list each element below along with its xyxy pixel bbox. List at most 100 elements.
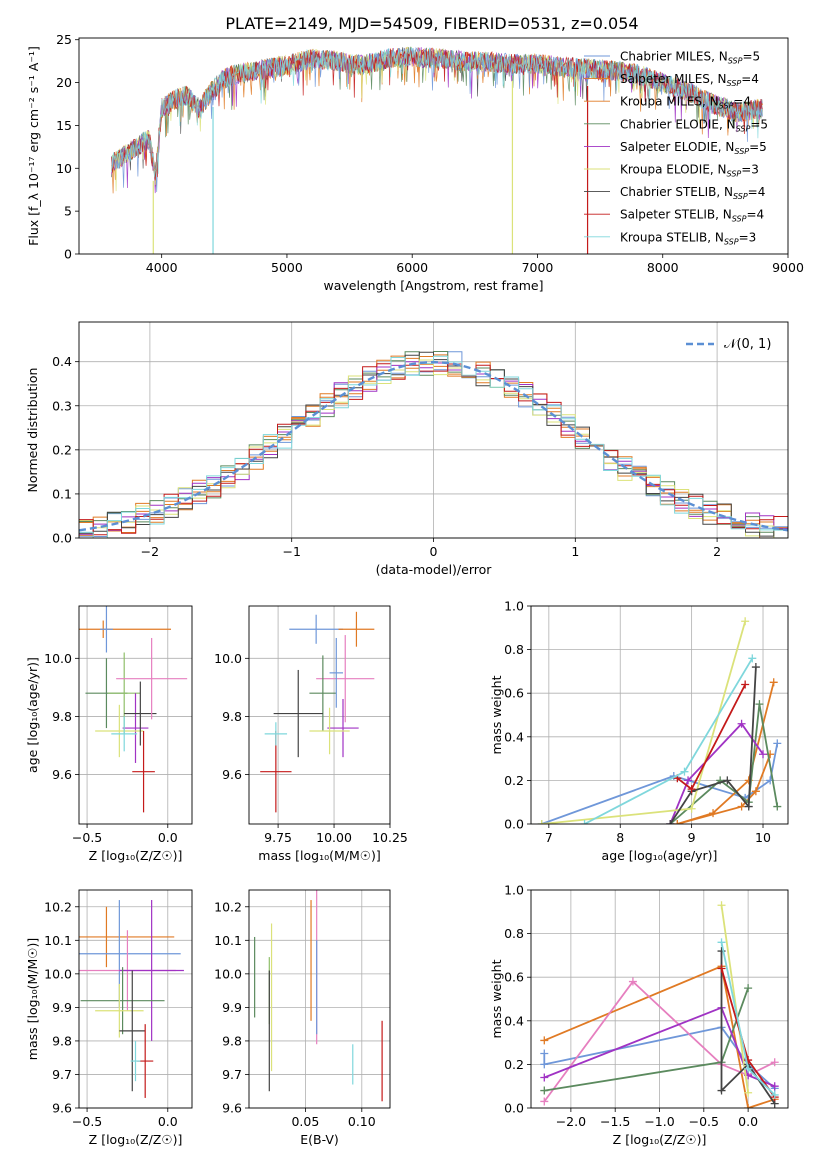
series-line — [543, 965, 775, 1108]
y-tick-label: 9.9 — [52, 1000, 72, 1015]
point-marker — [737, 802, 746, 811]
data-point — [264, 722, 288, 746]
data-point — [80, 967, 165, 1035]
x-tick-label: 10.00 — [316, 830, 352, 845]
y-axis-label: Flux [f_λ 10⁻¹⁷ erg cm⁻² s⁻¹ A⁻¹] — [26, 46, 41, 246]
series — [580, 654, 757, 824]
point-marker — [751, 787, 760, 796]
x-axis-label: Z [log₁₀(Z/Z☉)] — [613, 1132, 707, 1147]
y-axis-label: mass [log₁₀(M/M☉)] — [25, 938, 40, 1060]
data-point — [309, 655, 337, 731]
y-tick-label: 0.2 — [52, 442, 72, 457]
point-marker — [748, 654, 757, 663]
x-tick-label: 0.0 — [158, 830, 178, 845]
point-marker — [684, 776, 693, 785]
series — [673, 680, 750, 794]
y-tick-label: 9.6 — [52, 767, 72, 782]
y-tick-label: 9.6 — [222, 1101, 242, 1116]
mass-vs-ebv-panel: 0.05 0.10 9.6 9.7 9.8 9.9 10.0 10.1 10.2 E(B-V) — [214, 889, 391, 1147]
point-marker — [769, 678, 778, 687]
point-marker — [666, 820, 675, 824]
y-tick-label: 0.0 — [504, 817, 524, 832]
y-tick-label: 10.2 — [44, 899, 72, 914]
point-marker — [744, 984, 753, 993]
y-tick-label: 0.0 — [504, 1101, 524, 1116]
point-marker — [741, 680, 750, 689]
point-marker — [744, 1064, 753, 1073]
y-tick-label: 10.1 — [214, 933, 242, 948]
data-point — [119, 970, 146, 1092]
axes-frame — [530, 605, 789, 825]
data-point — [273, 669, 323, 758]
spectrum-lines — [111, 46, 763, 254]
axes-frame — [78, 37, 789, 255]
y-tick-label: 9.7 — [222, 1067, 242, 1082]
series-line — [544, 987, 749, 1092]
y-tick-label: 0.4 — [504, 1013, 524, 1028]
x-tick-label: −0.5 — [689, 1114, 719, 1129]
point-marker — [687, 804, 696, 813]
y-tick-label: 5 — [64, 204, 72, 219]
point-marker — [741, 617, 750, 626]
series — [540, 984, 753, 1095]
data-points — [260, 611, 375, 813]
data-point — [130, 1040, 141, 1082]
x-tick-label: −1.5 — [600, 1114, 630, 1129]
point-marker — [773, 802, 782, 811]
spectrum-panel: 4000 5000 6000 7000 8000 9000 0 5 10 15 20 25 wavele… — [26, 32, 804, 293]
y-tick-label: 9.9 — [222, 1000, 242, 1015]
histogram-step — [79, 355, 788, 538]
point-marker — [770, 1090, 779, 1099]
y-tick-label: 0.4 — [504, 729, 524, 744]
y-tick-label: 10.0 — [214, 966, 242, 981]
legend-entry: Salpeter ELODIE, NSSP=5 — [620, 140, 767, 156]
point-marker — [540, 1049, 549, 1058]
series — [537, 617, 750, 824]
legend-entry: Chabrier ELODIE, NSSP=5 — [620, 117, 768, 133]
point-marker — [755, 700, 764, 709]
x-tick-label: −1 — [282, 544, 300, 559]
x-tick-label: 8000 — [647, 260, 679, 275]
point-marker — [717, 1086, 726, 1095]
y-tick-label: 10.0 — [44, 651, 72, 666]
y-tick-label: 10 — [56, 161, 72, 176]
series-line — [669, 703, 779, 824]
axes-frame — [78, 889, 193, 1109]
point-marker — [744, 802, 753, 811]
x-axis-label: E(B-V) — [300, 1132, 339, 1147]
x-axis-label: wavelength [Angstrom, rest frame] — [323, 278, 543, 293]
y-tick-label: 9.8 — [52, 709, 72, 724]
y-tick-label: 10.0 — [214, 651, 242, 666]
data-point — [95, 983, 144, 1038]
axes-frame — [530, 889, 789, 1109]
x-tick-label: 0 — [430, 544, 438, 559]
x-tick-label: 10.25 — [372, 830, 408, 845]
spectrum-series — [111, 47, 763, 178]
y-tick-label: 0.4 — [52, 354, 72, 369]
y-tick-label: 0.8 — [504, 642, 524, 657]
point-marker — [744, 1088, 753, 1097]
y-axis-label: age [log₁₀(age/yr)] — [25, 657, 40, 773]
y-tick-label: 10.1 — [44, 933, 72, 948]
axes-frame — [78, 605, 193, 825]
point-marker — [759, 750, 768, 759]
point-marker — [540, 1086, 549, 1095]
legend: Chabrier MILES, NSSP=5 Salpeter MILES, NS… — [584, 50, 768, 246]
point-marker — [717, 938, 726, 947]
point-marker — [687, 785, 696, 794]
legend-entry: 𝒩(0, 1) — [724, 337, 771, 352]
histogram-step — [79, 359, 788, 538]
axes-frame — [248, 889, 391, 1109]
point-marker — [540, 1060, 549, 1069]
age-vs-mass-panel: 9.75 10.00 10.25 9.6 9.8 10.0 mass [log₁₀(M/M☉… — [214, 605, 408, 863]
y-axis-label: mass weight — [489, 675, 504, 754]
point-marker — [723, 776, 732, 785]
mass-weight-vs-z-panel: −2.0 −1.5 −1.0 −0.5 0.0 0.0 0.2 0.4 0.6 0.8 1.0 Z [… — [489, 883, 789, 1147]
y-tick-label: 0.2 — [504, 773, 524, 788]
legend-entry: Kroupa STELIB, NSSP=3 — [620, 230, 756, 246]
y-tick-label: 0.8 — [504, 926, 524, 941]
data-point — [289, 614, 343, 644]
mass-weight-vs-age-panel: 7 8 9 10 0.0 0.2 0.4 0.6 0.8 1.0 age [log₁₀(age/yr… — [489, 599, 789, 863]
x-tick-label: 7 — [545, 830, 553, 845]
